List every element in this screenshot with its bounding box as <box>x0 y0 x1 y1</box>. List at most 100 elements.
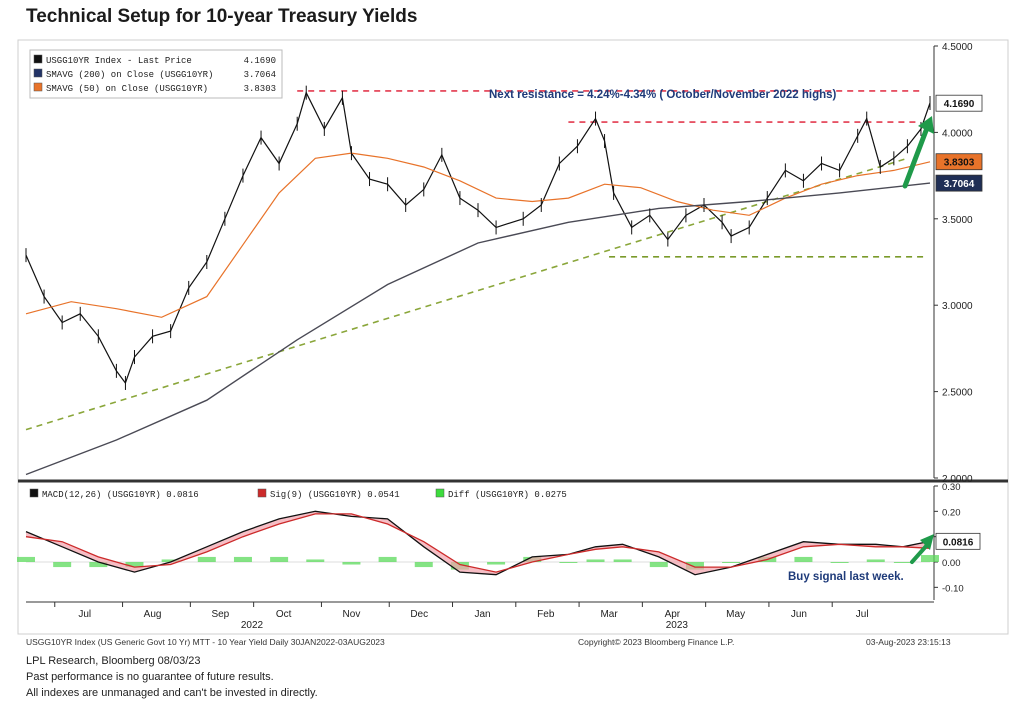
year-label: 2023 <box>666 620 689 631</box>
month-label: Oct <box>276 609 292 620</box>
last-value-label: 3.8303 <box>935 153 983 171</box>
legend-swatch <box>33 68 43 78</box>
buy-arrow-shaft <box>910 542 930 564</box>
diff-bar <box>53 562 72 568</box>
diff-bar <box>342 562 361 565</box>
price-tick-label: 2.5000 <box>942 388 973 399</box>
legend-value: 4.1690 <box>244 56 276 66</box>
price-panel: 4.5000 4.0000 3.5000 3.0000 2.5000 2.0000 USGG… <box>18 42 1008 485</box>
macd-tick-label: 0.00 <box>942 558 961 569</box>
chart-frame <box>17 39 1009 635</box>
meta-right: 03-Aug-2023 23:15:13 <box>866 637 951 647</box>
macd-legend-swatch <box>29 488 39 498</box>
diff-bar <box>921 555 939 562</box>
diff-bar <box>378 556 397 562</box>
legend-label: SMAVG (200) on Close (USGG10YR) <box>46 70 213 80</box>
diff-bar <box>866 559 885 562</box>
month-label: Jun <box>791 609 807 620</box>
month-label: Dec <box>410 609 428 620</box>
diff-bar <box>17 556 35 562</box>
macd-last-value: 0.0816 <box>935 532 981 550</box>
price-tick-label: 3.0000 <box>942 301 973 312</box>
diff-bar <box>649 562 668 568</box>
diff-bar <box>233 556 252 562</box>
macd-legend-label: MACD(12,26) (USGG10YR) 0.0816 <box>42 490 199 500</box>
last-value-box <box>935 94 983 112</box>
price-legend: USGG10YR Index - Last Price 4.1690 SMAVG (… <box>29 49 283 99</box>
diff-bar <box>685 562 704 570</box>
macd-legend-label: Diff (USGG10YR) 0.0275 <box>448 490 567 500</box>
month-label: Apr <box>665 609 681 620</box>
price-line <box>25 91 931 385</box>
month-label: Jan <box>474 609 490 620</box>
last-value-box <box>935 174 983 192</box>
legend-label: SMAVG (50) on Close (USGG10YR) <box>46 84 208 94</box>
diff-bar <box>794 556 813 562</box>
buy-signal-annotation: Buy signal last week. <box>788 571 904 583</box>
sma200-line <box>25 182 931 476</box>
diff-bar <box>830 562 849 563</box>
month-label: Jul <box>856 609 869 620</box>
month-label: Aug <box>144 609 162 620</box>
macd-line <box>25 510 931 576</box>
diff-bar <box>161 559 180 562</box>
month-label: May <box>726 609 745 620</box>
macd-legend-swatch <box>257 488 267 498</box>
up-arrow-head <box>918 116 934 134</box>
diff-bar <box>414 562 433 568</box>
footnote-indexes: All indexes are unmanaged and can't be i… <box>26 687 318 699</box>
up-arrow-shaft <box>902 125 930 189</box>
legend-value: 3.7064 <box>244 70 276 80</box>
legend-value: 3.8303 <box>244 84 276 94</box>
macd-last-text: 0.0816 <box>943 537 974 548</box>
meta-center: Copyright© 2023 Bloomberg Finance L.P. <box>578 637 735 647</box>
price-tick-label: 4.5000 <box>942 42 973 53</box>
last-value-text: 3.8303 <box>944 158 975 169</box>
footnote-source: LPL Research, Bloomberg 08/03/23 <box>26 655 201 667</box>
diff-bar <box>613 559 632 562</box>
chart-title: Technical Setup for 10-year Treasury Yie… <box>26 6 418 27</box>
diff-bar <box>722 562 741 563</box>
macd-tick-label: 0.30 <box>942 482 961 493</box>
buy-arrow-head <box>920 534 934 550</box>
meta-left: USGG10YR Index (US Generic Govt 10 Yr) M… <box>26 637 385 647</box>
month-label: Sep <box>211 609 229 620</box>
legend-box <box>29 49 283 99</box>
legend-label: USGG10YR Index - Last Price <box>46 56 192 66</box>
macd-legend-label: Sig(9) (USGG10YR) 0.0541 <box>270 490 400 500</box>
month-label: Feb <box>537 609 555 620</box>
last-value-label: 3.7064 <box>935 174 983 192</box>
diff-bar <box>893 562 912 563</box>
last-value-text: 4.1690 <box>944 99 975 110</box>
diff-bar <box>89 562 108 568</box>
diff-bar <box>559 562 578 563</box>
month-label: Mar <box>600 609 618 620</box>
macd-last-box <box>935 532 981 550</box>
month-label: Nov <box>343 609 361 620</box>
diff-bar <box>197 556 216 562</box>
price-tick-label: 3.5000 <box>942 215 973 226</box>
macd-tick-label: 0.20 <box>942 507 961 518</box>
diff-bar <box>586 559 605 562</box>
macd-tick-label: -0.10 <box>942 583 964 594</box>
price-tick-label: 2.0000 <box>942 474 973 485</box>
x-axis: Jul Aug Sep Oct Nov Dec Jan Feb Mar Apr May Jun Jul 2… <box>26 601 934 631</box>
last-value-box <box>935 153 983 171</box>
last-value-text: 3.7064 <box>944 179 975 190</box>
signal-line <box>25 513 931 573</box>
footnote-performance: Past performance is no guarantee of futu… <box>26 671 274 683</box>
resistance-annotation: Next resistance = 4.24%-4.34% ( October/… <box>489 89 837 101</box>
macd-legend-swatch <box>435 488 445 498</box>
legend-swatch <box>33 82 43 92</box>
year-label: 2022 <box>241 620 264 631</box>
price-tick-label: 4.0000 <box>942 128 973 139</box>
diff-bar <box>270 556 289 562</box>
last-value-label: 4.1690 <box>935 94 983 112</box>
diff-bar <box>306 559 325 562</box>
month-label: Jul <box>78 609 91 620</box>
diff-bar <box>125 562 144 568</box>
diff-bar <box>487 562 506 565</box>
legend-swatch <box>33 54 43 64</box>
